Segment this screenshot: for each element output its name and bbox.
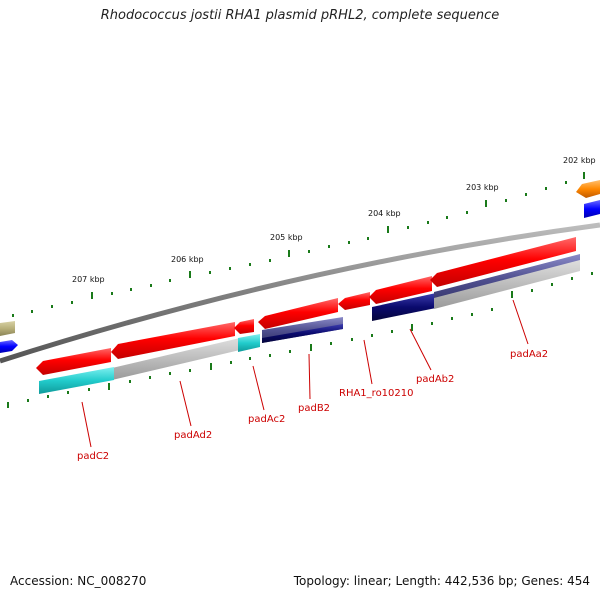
ruler-label-204: 204 kbp (368, 209, 401, 218)
sequence-summary: Topology: linear; Length: 442,536 bp; Ge… (293, 574, 590, 588)
outer-ruler (12, 172, 585, 317)
ruler-label-203: 203 kbp (466, 183, 499, 192)
gene-label-padAd2[interactable]: padAd2 (174, 430, 212, 441)
orange-feature[interactable] (576, 180, 600, 198)
padAc2-similarity-bar[interactable] (238, 334, 260, 352)
ruler-label-206: 206 kbp (171, 255, 204, 264)
padAd2-similarity-bar[interactable] (112, 338, 240, 380)
gene-arrow-padC2[interactable] (36, 348, 111, 375)
padC2-similarity-bar[interactable] (39, 367, 114, 394)
gene-arrow-padAa2[interactable] (430, 237, 576, 287)
gene-arrow-padB2[interactable] (258, 298, 338, 329)
leader-line-padC2 (81, 401, 92, 448)
blue-feature-right[interactable] (584, 200, 600, 218)
gene-arrow-padAd2[interactable] (111, 322, 235, 359)
accession-text: Accession: NC_008270 (10, 574, 147, 588)
ruler-label-205: 205 kbp (270, 233, 303, 242)
ruler-label-207: 207 kbp (72, 275, 105, 284)
sequence-backbone (0, 222, 600, 364)
gene-leader-lines (81, 299, 529, 448)
padAb2-similarity-bar[interactable] (372, 293, 436, 321)
olive-feature[interactable] (0, 321, 15, 336)
gene-label-padC2[interactable]: padC2 (77, 451, 109, 462)
gene-label-padAa2[interactable]: padAa2 (510, 349, 548, 360)
ruler-label-202: 202 kbp (563, 156, 596, 165)
ruler-labels: 202 kbp 203 kbp 204 kbp 205 kbp 206 kbp … (72, 156, 596, 284)
gene-label-padB2[interactable]: padB2 (298, 403, 330, 414)
leader-line-padAa2 (512, 299, 529, 345)
map-title: Rhodococcus jostii RHA1 plasmid pRHL2, c… (100, 8, 500, 23)
leader-line-RHA1_ro10210 (363, 339, 373, 385)
leader-line-padAb2 (409, 328, 432, 371)
padB2-similarity-bar-dark[interactable] (262, 324, 343, 343)
gene-label-RHA1_ro10210[interactable]: RHA1_ro10210 (339, 388, 414, 399)
inner-ruler (7, 272, 593, 408)
gene-label-padAc2[interactable]: padAc2 (248, 414, 285, 425)
gene-label-padAb2[interactable]: padAb2 (416, 374, 454, 385)
gene-labels: padC2 padAd2 padAc2 padB2 RHA1_ro10210 p… (77, 349, 548, 462)
blue-feature-left[interactable] (0, 340, 18, 353)
gene-arrow-RHA1_ro10210[interactable] (338, 292, 370, 310)
padAa2-similarity-bar-gray[interactable] (434, 260, 580, 309)
leader-line-padAd2 (179, 380, 192, 427)
leader-line-padAc2 (252, 365, 265, 411)
gene-arrow-padAc2[interactable] (234, 319, 254, 334)
gene-arrow-padAb2[interactable] (369, 276, 432, 304)
leader-line-padB2 (308, 353, 311, 400)
